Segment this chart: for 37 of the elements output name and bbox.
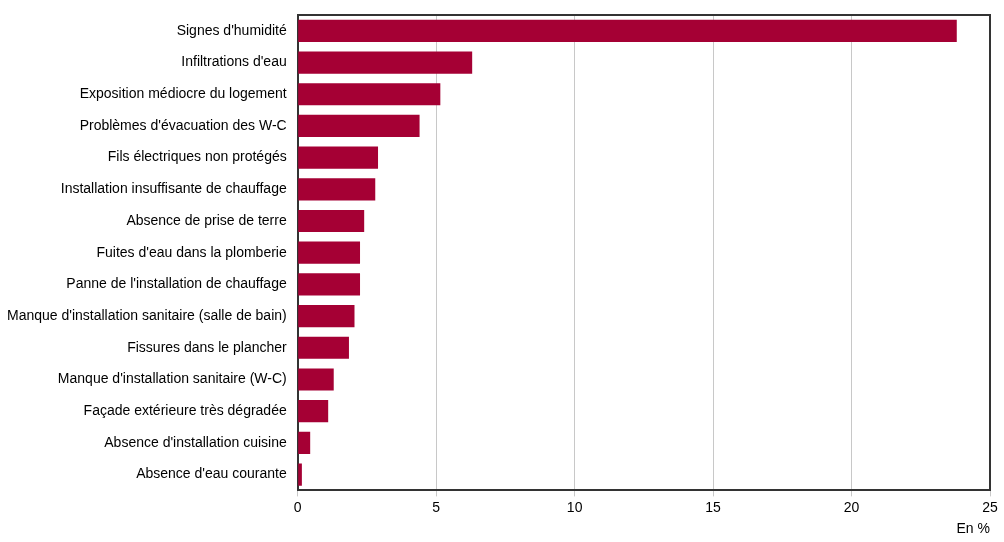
- bar: [298, 178, 376, 201]
- y-tick-label: Exposition médiocre du logement: [79, 85, 287, 102]
- x-tick-label: 25: [982, 498, 998, 515]
- y-tick-label: Fissures dans le plancher: [127, 338, 288, 355]
- bar: [298, 146, 379, 169]
- x-tick-label: 20: [843, 498, 860, 515]
- y-tick-label: Fuites d'eau dans la plomberie: [96, 243, 287, 260]
- bar: [298, 400, 329, 423]
- x-tick-label: 5: [432, 498, 441, 515]
- bar: [298, 51, 473, 74]
- x-tick-label: 10: [566, 498, 583, 515]
- bar: [298, 241, 361, 264]
- y-tick-label: Installation insuffisante de chauffage: [60, 180, 287, 197]
- y-tick-label: Signes d'humidité: [176, 21, 287, 38]
- bar: [298, 336, 349, 359]
- bar: [298, 304, 355, 328]
- y-tick-label: Absence d'eau courante: [136, 465, 287, 482]
- x-axis-title: En %: [956, 520, 990, 537]
- y-tick-label: Façade extérieure très dégradée: [83, 402, 287, 419]
- bar: [298, 114, 420, 138]
- y-tick-label: Manque d'installation sanitaire (W-C): [57, 370, 287, 387]
- bar: [298, 273, 361, 296]
- y-tick-label: Absence de prise de terre: [126, 211, 287, 228]
- y-tick-label: Absence d'installation cuisine: [104, 433, 287, 450]
- x-tick-label: 15: [705, 498, 722, 515]
- bar: [298, 19, 957, 42]
- y-tick-label: Infiltrations d'eau: [181, 53, 287, 70]
- bar: [298, 431, 311, 454]
- y-tick-label: Panne de l'installation de chauffage: [66, 275, 287, 292]
- bar: [298, 83, 441, 106]
- y-tick-label: Manque d'installation sanitaire (salle de bain): [6, 306, 287, 323]
- bar: [298, 463, 302, 486]
- x-tick-label: 0: [293, 498, 302, 515]
- y-tick-label: Fils électriques non protégés: [107, 148, 287, 165]
- y-tick-label: Problèmes d'évacuation des W-C: [79, 116, 287, 133]
- bar: [298, 368, 334, 391]
- bar: [298, 209, 365, 233]
